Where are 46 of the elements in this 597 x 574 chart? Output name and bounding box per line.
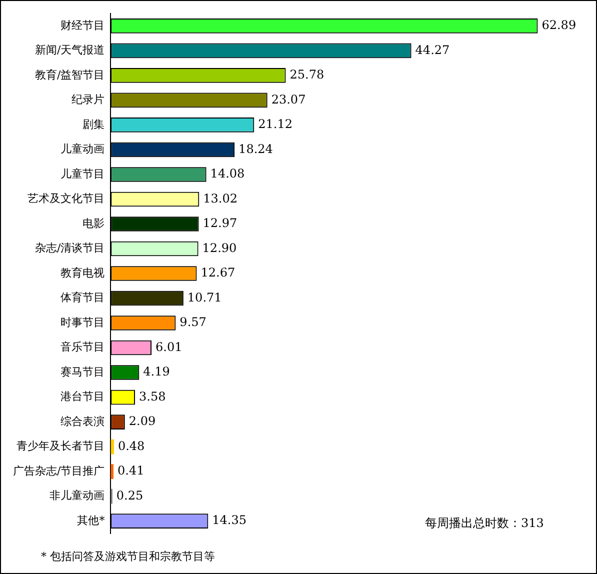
data-label: 44.27 (415, 42, 450, 57)
y-tick-label: 体育节目 (60, 291, 105, 304)
y-tick-label: 音乐节目 (60, 340, 105, 354)
data-label: 23.07 (271, 92, 306, 106)
data-label: 0.41 (117, 464, 144, 478)
text: * 包括问答及游戏节目和宗教节目等 (41, 549, 215, 564)
data-label: 25.78 (290, 68, 324, 82)
y-tick-label: 非儿童动画 (50, 489, 105, 502)
y-tick-label: 其他* (77, 514, 106, 527)
data-label: 10.71 (187, 290, 222, 304)
y-tick-label: 综合表演 (60, 414, 105, 428)
data-label: 12.67 (200, 266, 236, 280)
y-tick-label: 杂志/清谈节目 (34, 242, 105, 255)
y-tick-label: 剧集 (82, 118, 105, 131)
y-tick-label: 青少年及长者节目 (16, 440, 105, 453)
y-tick-label: 时事节目 (60, 316, 105, 329)
data-label: 9.57 (180, 315, 206, 330)
y-tick-label: 纪录片 (72, 93, 105, 106)
y-tick-label: 儿童节目 (60, 167, 105, 180)
data-label: 18.24 (238, 142, 274, 156)
data-label: 13.02 (203, 191, 238, 206)
y-tick-label: 教育/益智节目 (34, 68, 105, 82)
y-tick-label: 赛马节目 (60, 365, 105, 378)
y-tick-label: 儿童动画 (60, 142, 105, 156)
y-tick-label: 艺术及文化节目 (28, 192, 105, 206)
data-label: 2.09 (128, 414, 156, 428)
data-label: 62.89 (542, 18, 576, 32)
data-label: 0.48 (118, 438, 145, 453)
annotation: 每周播出总时数：313 (425, 515, 544, 532)
data-label: 0.25 (116, 488, 144, 502)
y-tick-label: 财经节目 (60, 18, 105, 32)
data-label: 14.08 (210, 166, 245, 181)
data-label: 6.01 (156, 340, 182, 354)
bar (110, 464, 114, 479)
bar (110, 439, 114, 454)
y-tick-label: 电影 (82, 216, 105, 230)
y-tick-label: 港台节目 (60, 390, 105, 404)
data-label: 12.97 (202, 216, 238, 230)
data-label: 21.12 (258, 117, 292, 132)
data-label: 4.19 (143, 364, 170, 379)
data-label: 12.90 (202, 240, 237, 255)
data-label: 3.58 (139, 389, 166, 404)
y-tick-label: 新闻/天气报道 (34, 44, 105, 57)
y-tick-label: 教育电视 (60, 266, 105, 280)
data-label: 14.35 (212, 513, 246, 528)
y-tick-label: 广告杂志/节目推广 (12, 464, 105, 478)
